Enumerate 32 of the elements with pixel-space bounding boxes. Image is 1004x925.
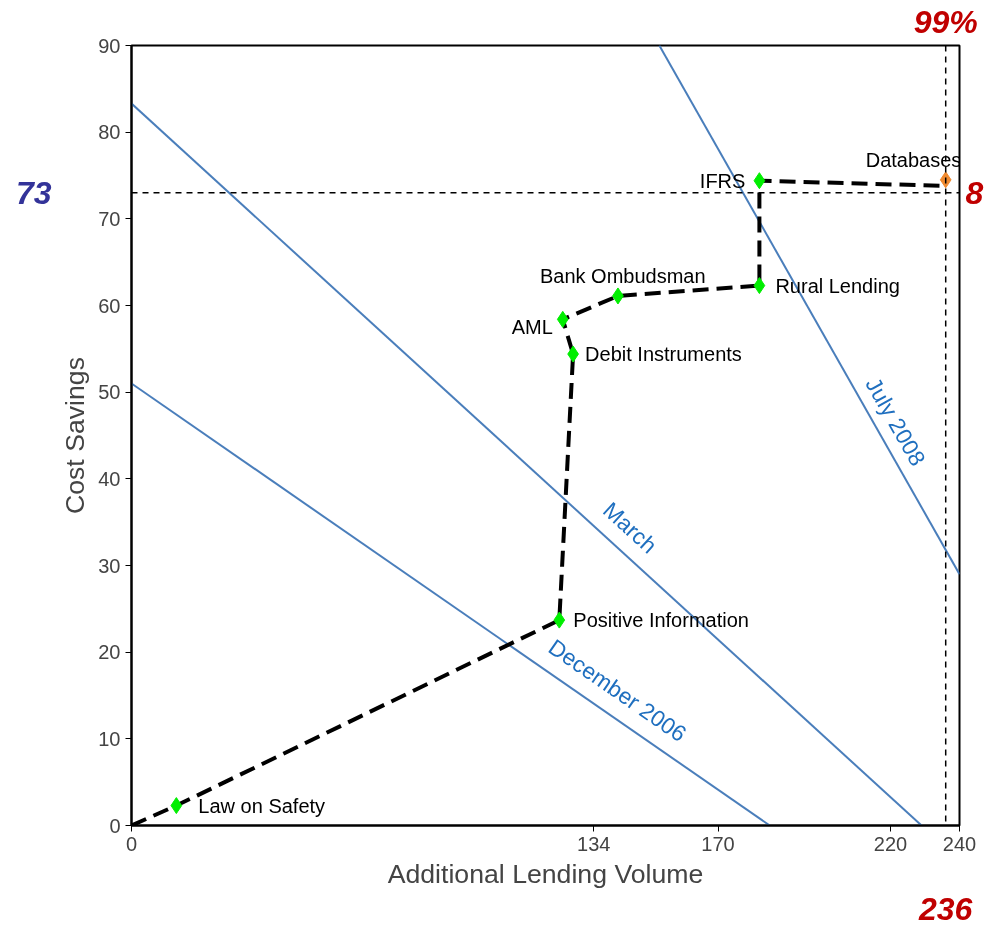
text: July 2008 [860, 372, 932, 471]
y-tick-label: 70 [98, 207, 121, 230]
y-tick-label: 30 [98, 554, 121, 577]
x-tick-label: 134 [577, 832, 611, 855]
y-tick-label: 40 [98, 467, 121, 490]
text: 99% [913, 3, 978, 40]
x-tick-label: 240 [942, 832, 977, 855]
point [556, 310, 569, 328]
x-tick-label: 0 [125, 832, 138, 855]
annotation: Debit Instruments [585, 343, 742, 366]
ref-line-label: 73 [15, 174, 52, 211]
ref-line-label: 236 [918, 890, 973, 925]
text: 8 [965, 174, 984, 211]
point [170, 797, 183, 815]
annotation: AML [511, 316, 553, 339]
x-tick-label: 170 [701, 832, 735, 855]
x-tick-label: 220 [873, 832, 908, 855]
annotation: Law on Safety [198, 794, 326, 817]
point [939, 171, 952, 189]
x-axis-title: Additional Lending Volume [387, 858, 704, 889]
y-tick-label: 10 [98, 727, 121, 750]
y-tick-label: 20 [98, 641, 121, 664]
point [753, 277, 766, 295]
y-axis-title: Cost Savings [60, 356, 91, 515]
y-tick-label: 90 [98, 34, 121, 57]
annotation: Bank Ombudsman [539, 264, 706, 287]
point [753, 172, 766, 190]
y-tick-label: 50 [98, 381, 121, 404]
y-tick-label: 60 [98, 294, 121, 317]
y-tick-label: 0 [109, 814, 121, 837]
y-tick-label: 80 [98, 121, 121, 144]
point [553, 611, 566, 629]
